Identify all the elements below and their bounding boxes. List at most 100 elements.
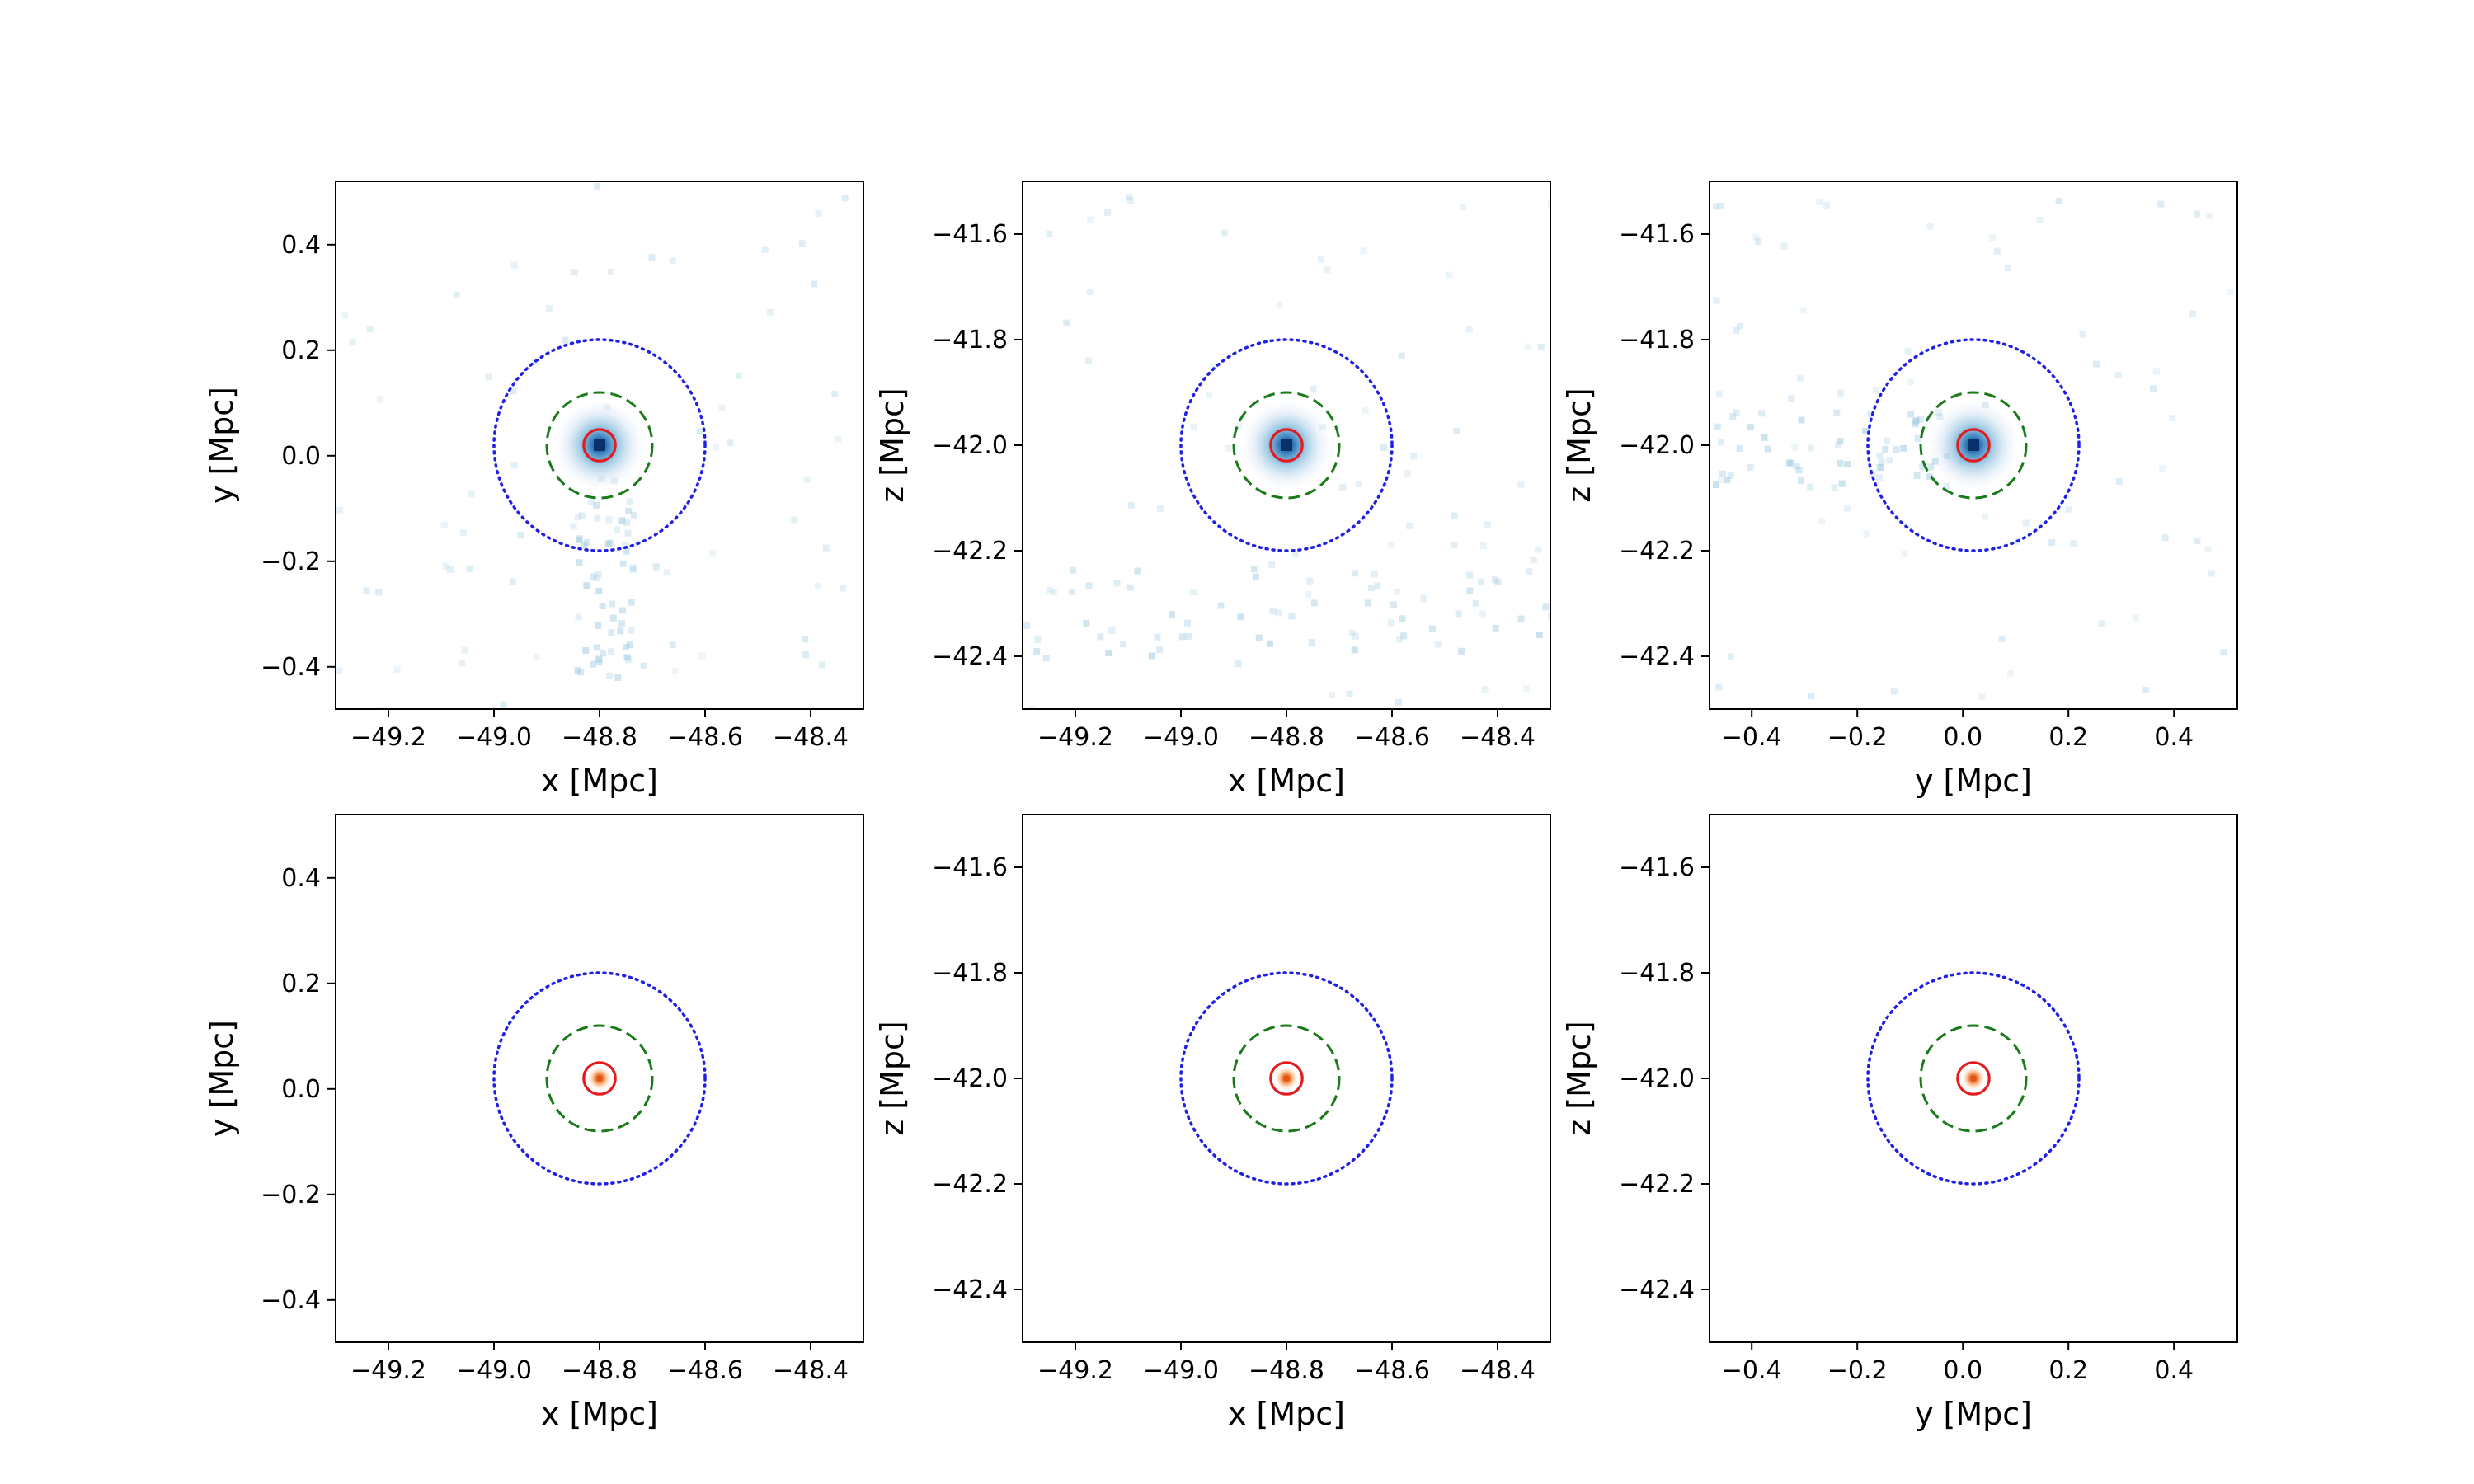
background-pixel: [1837, 389, 1844, 397]
y-axis-label: z [Mpc]: [874, 1021, 910, 1135]
plot-area: [336, 182, 849, 709]
stream-pixel: [1914, 434, 1921, 442]
x-tick-label: 0.4: [2154, 1356, 2194, 1385]
background-pixel: [1154, 633, 1161, 641]
background-pixel: [2149, 385, 2157, 392]
panel-5: −49.2 −49.0 −48.8 −48.6 −48.4 −42.4 −42.2 −42.0…: [874, 814, 1551, 1432]
background-pixel: [1537, 343, 1545, 350]
x-tick-label: −0.2: [1827, 1356, 1888, 1385]
y-tick-label: −42.2: [932, 1170, 1008, 1199]
background-pixel: [1547, 200, 1550, 208]
background-pixel: [1276, 301, 1283, 308]
background-pixel: [791, 516, 798, 524]
background-pixel: [1023, 622, 1031, 629]
background-pixel: [1360, 247, 1367, 255]
y-tick-label: −41.8: [1619, 959, 1695, 988]
stream-pixel: [1070, 566, 1077, 574]
background-pixel: [2022, 519, 2030, 527]
x-tick-label: −0.4: [1722, 1356, 1782, 1385]
background-pixel: [2208, 570, 2215, 577]
background-pixel: [761, 246, 769, 253]
x-tick-label: −48.8: [562, 1356, 637, 1385]
stream-pixel: [629, 564, 637, 571]
background-pixel: [1872, 387, 1879, 394]
background-pixel: [1104, 209, 1112, 216]
y-tick-label: −41.8: [932, 326, 1008, 355]
background-pixel: [1993, 247, 2001, 255]
stream-pixel: [1718, 439, 1725, 446]
stream-pixel: [625, 656, 633, 664]
panel-3: −0.4 −0.2 0.0 0.2 0.4 −42.4 −42.2 −42.0 −41.8 −41…: [1561, 181, 2238, 799]
background-pixel: [1713, 297, 1720, 304]
background-pixel: [2194, 537, 2201, 544]
background-pixel: [1126, 193, 1133, 200]
background-pixel: [500, 701, 507, 708]
y-tick-label: −42.4: [1619, 1275, 1695, 1304]
stream-pixel: [1875, 473, 1883, 481]
background-pixel: [1863, 530, 1870, 538]
stream-pixel: [1793, 463, 1800, 470]
background-pixel: [669, 641, 676, 649]
background-pixel: [735, 372, 742, 379]
density-core: [1281, 439, 1292, 451]
x-tick-label: −49.0: [456, 723, 532, 752]
background-pixel: [1394, 588, 1401, 595]
background-pixel: [1113, 580, 1121, 587]
stream-pixel: [626, 641, 633, 649]
background-pixel: [841, 195, 849, 202]
background-pixel: [1420, 595, 1427, 603]
background-pixel: [1465, 326, 1473, 333]
background-pixel: [1046, 586, 1053, 594]
stream-pixel: [1390, 601, 1398, 608]
plot-area: [492, 971, 707, 1186]
stream-pixel: [623, 644, 630, 651]
background-pixel: [2205, 212, 2213, 219]
background-pixel: [1530, 556, 1537, 564]
stream-pixel: [609, 614, 617, 622]
y-tick-label: −41.6: [932, 853, 1008, 882]
background-pixel: [1715, 683, 1723, 691]
background-pixel: [349, 339, 356, 346]
background-pixel: [1717, 203, 1724, 210]
stream-pixel: [1371, 571, 1378, 578]
x-tick-label: −49.2: [1037, 723, 1113, 752]
stream-pixel: [574, 667, 581, 674]
background-pixel: [459, 529, 467, 537]
stream-pixel: [1833, 409, 1841, 416]
stream-pixel: [1148, 652, 1155, 660]
background-pixel: [1406, 522, 1413, 529]
stream-pixel: [1876, 452, 1884, 459]
background-pixel: [1398, 352, 1405, 359]
background-pixel: [2065, 506, 2072, 514]
plot-area: [1866, 971, 2081, 1186]
background-pixel: [2007, 669, 2015, 677]
background-pixel: [671, 668, 679, 675]
stream-pixel: [1396, 636, 1404, 643]
x-tick-label: 0.0: [1943, 723, 1982, 752]
stream-pixel: [590, 573, 597, 580]
stream-pixel: [595, 659, 603, 666]
x-tick-label: −0.2: [1827, 723, 1888, 752]
stream-pixel: [1458, 647, 1465, 655]
background-pixel: [485, 373, 492, 381]
stream-pixel: [618, 620, 626, 627]
background-pixel: [1904, 347, 1912, 355]
x-tick-label: 0.4: [2154, 723, 2194, 752]
background-pixel: [2169, 415, 2176, 422]
stream-pixel: [1126, 584, 1134, 591]
background-pixel: [802, 650, 810, 658]
background-pixel: [2220, 649, 2227, 656]
background-pixel: [2189, 310, 2196, 317]
stream-pixel: [614, 674, 622, 681]
stream-pixel: [1785, 459, 1793, 467]
background-pixel: [803, 476, 811, 483]
x-axis-label: x [Mpc]: [1228, 1396, 1345, 1432]
background-pixel: [442, 562, 449, 570]
background-pixel: [1346, 690, 1353, 697]
background-pixel: [1310, 385, 1317, 392]
background-pixel: [1727, 653, 1734, 660]
stream-pixel: [1478, 578, 1485, 585]
y-tick-label: 0.0: [281, 1075, 321, 1104]
stream-pixel: [575, 613, 582, 621]
